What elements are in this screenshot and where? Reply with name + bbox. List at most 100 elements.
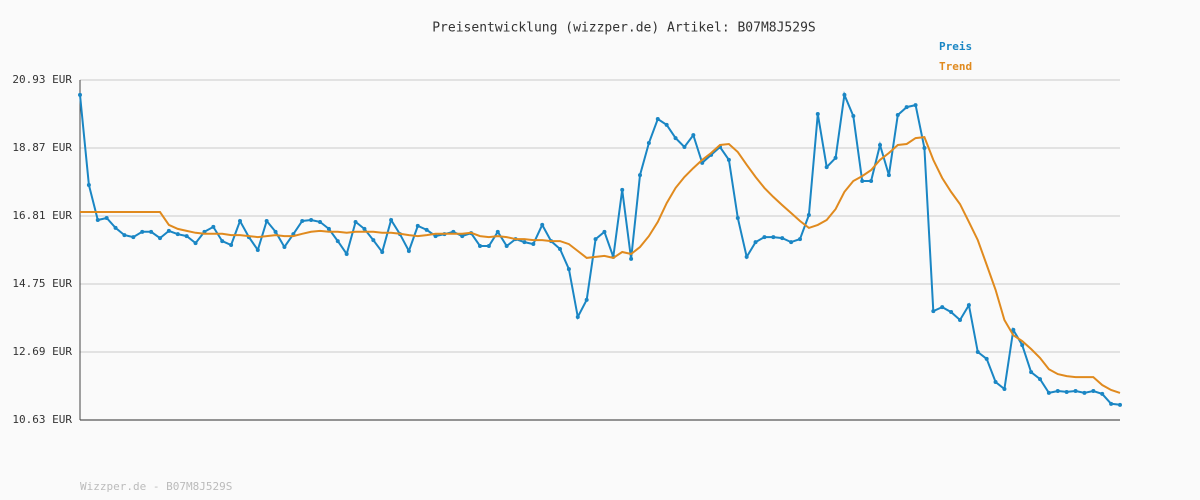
point [1011,327,1016,332]
point [780,236,785,241]
point [166,228,171,233]
point [895,112,900,117]
point [122,233,127,238]
point [478,244,482,249]
point [1091,388,1096,393]
point [904,105,909,110]
point [993,380,998,385]
point [211,224,216,229]
point [1118,402,1122,407]
point [691,133,696,138]
point [1109,401,1114,406]
point [131,235,136,240]
point [371,238,376,243]
point [638,173,642,178]
y-tick-label: 10.63 EUR [12,413,72,426]
point [1100,391,1105,396]
point [220,239,225,244]
point [824,165,829,170]
point [353,219,358,224]
point [300,218,305,223]
point [762,235,767,240]
y-tick-label: 18.87 EUR [12,141,72,154]
point [78,92,82,97]
point [104,215,109,220]
point [495,229,500,234]
point [584,297,589,302]
point [558,247,562,252]
point [504,244,509,249]
point [842,92,847,97]
point [1029,370,1034,375]
point [869,179,874,184]
legend-label: Preis [939,40,972,53]
point [86,182,91,187]
point [1082,390,1087,395]
point [1064,389,1069,394]
point [655,116,660,121]
point [326,226,331,231]
series-line [80,136,1121,394]
point [620,187,625,192]
point [789,240,794,245]
point [264,218,269,223]
point [238,218,242,223]
point [140,229,145,234]
point [673,136,678,141]
point [931,309,936,314]
point [958,317,962,322]
point [815,112,820,116]
point [309,217,314,222]
point [878,143,882,148]
point [646,141,651,146]
point [406,248,411,253]
point [949,310,954,315]
point [415,223,420,228]
point [158,236,162,241]
point [460,234,465,239]
point [1038,377,1042,382]
point [149,229,154,234]
point [806,213,811,218]
y-tick-label: 20.93 EUR [12,73,72,86]
point [344,251,349,256]
point [575,315,580,320]
point [255,248,260,252]
point [335,239,340,244]
point [113,225,118,230]
point [95,217,100,222]
point [913,103,918,108]
point [175,232,180,237]
point [1073,388,1078,393]
point [851,113,856,118]
point [540,222,545,227]
point [833,155,838,160]
point [744,254,749,259]
point [193,241,198,246]
point [1046,390,1051,395]
point [629,256,634,261]
point [860,179,865,184]
point [566,267,571,272]
point [318,219,322,224]
point [664,122,669,127]
point [282,245,287,250]
point [593,237,598,242]
point [380,249,385,254]
y-tick-label: 16.81 EUR [12,209,72,222]
point [433,234,438,239]
point [531,242,536,247]
point [184,234,189,239]
point [726,157,731,162]
point [389,217,394,222]
y-tick-label: 12.69 EUR [12,345,72,358]
point [798,237,802,242]
point [362,226,367,231]
y-tick-label: 14.75 EUR [12,277,72,290]
point [424,227,429,232]
point [940,305,945,310]
point [486,244,491,249]
point [273,229,278,234]
point [984,356,989,361]
